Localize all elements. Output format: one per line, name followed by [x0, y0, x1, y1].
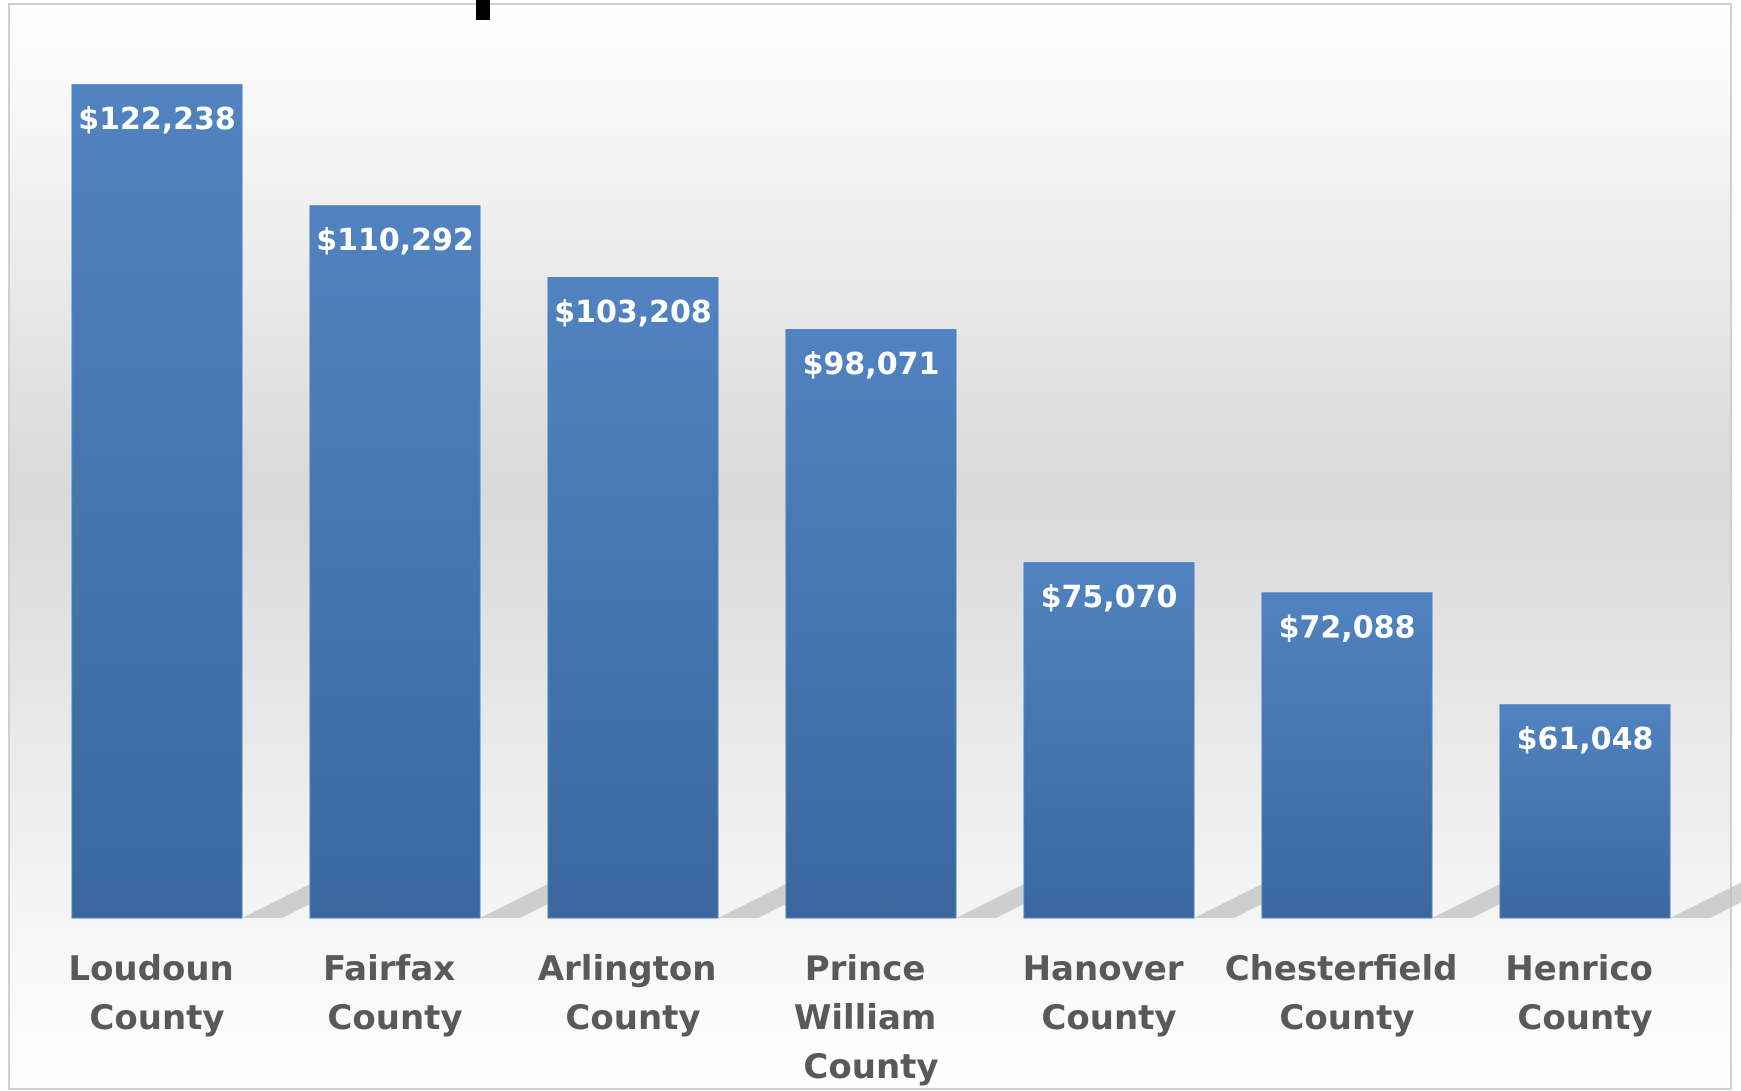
value-label: $103,208	[554, 295, 712, 330]
bar	[309, 205, 481, 919]
label-line: County	[565, 998, 700, 1038]
x-tick-label: Henrico County	[1505, 949, 1665, 1038]
label-line: County	[89, 998, 224, 1038]
x-tick-label: Prince William County	[794, 949, 948, 1087]
value-label: $110,292	[316, 223, 474, 258]
cursor-mark	[476, 0, 490, 20]
value-label: $98,071	[803, 347, 940, 382]
label-line: Fairfax	[323, 949, 467, 989]
label-line: County	[1279, 998, 1414, 1038]
bar	[1023, 562, 1195, 919]
x-tick-label: Chesterfield County	[1225, 949, 1470, 1038]
bar-shadow	[1670, 882, 1741, 918]
value-label: $61,048	[1517, 722, 1654, 757]
value-label: $122,238	[78, 102, 236, 137]
value-label: $75,070	[1041, 580, 1178, 615]
label-line: County	[327, 998, 462, 1038]
bar	[71, 84, 243, 919]
label-line: County	[1041, 998, 1176, 1038]
bar	[1499, 704, 1671, 919]
value-label: $72,088	[1279, 610, 1416, 645]
label-line: Loudoun	[68, 949, 245, 989]
bar	[785, 329, 957, 919]
x-tick-label: Hanover County	[1023, 949, 1196, 1038]
label-line: Hanover	[1023, 949, 1196, 989]
bar	[1261, 592, 1433, 919]
label-line: County	[1517, 998, 1652, 1038]
label-line: Henrico	[1505, 949, 1665, 989]
label-line: William	[794, 998, 948, 1038]
bar	[547, 276, 719, 919]
x-tick-label: Loudoun County	[68, 949, 245, 1038]
label-line: County	[803, 1047, 938, 1087]
label-line: Prince	[805, 949, 938, 989]
x-tick-label: Fairfax County	[323, 949, 467, 1038]
x-tick-label: Arlington County	[538, 949, 729, 1038]
label-line: Arlington	[538, 949, 729, 989]
label-line: Chesterfield	[1225, 949, 1470, 989]
